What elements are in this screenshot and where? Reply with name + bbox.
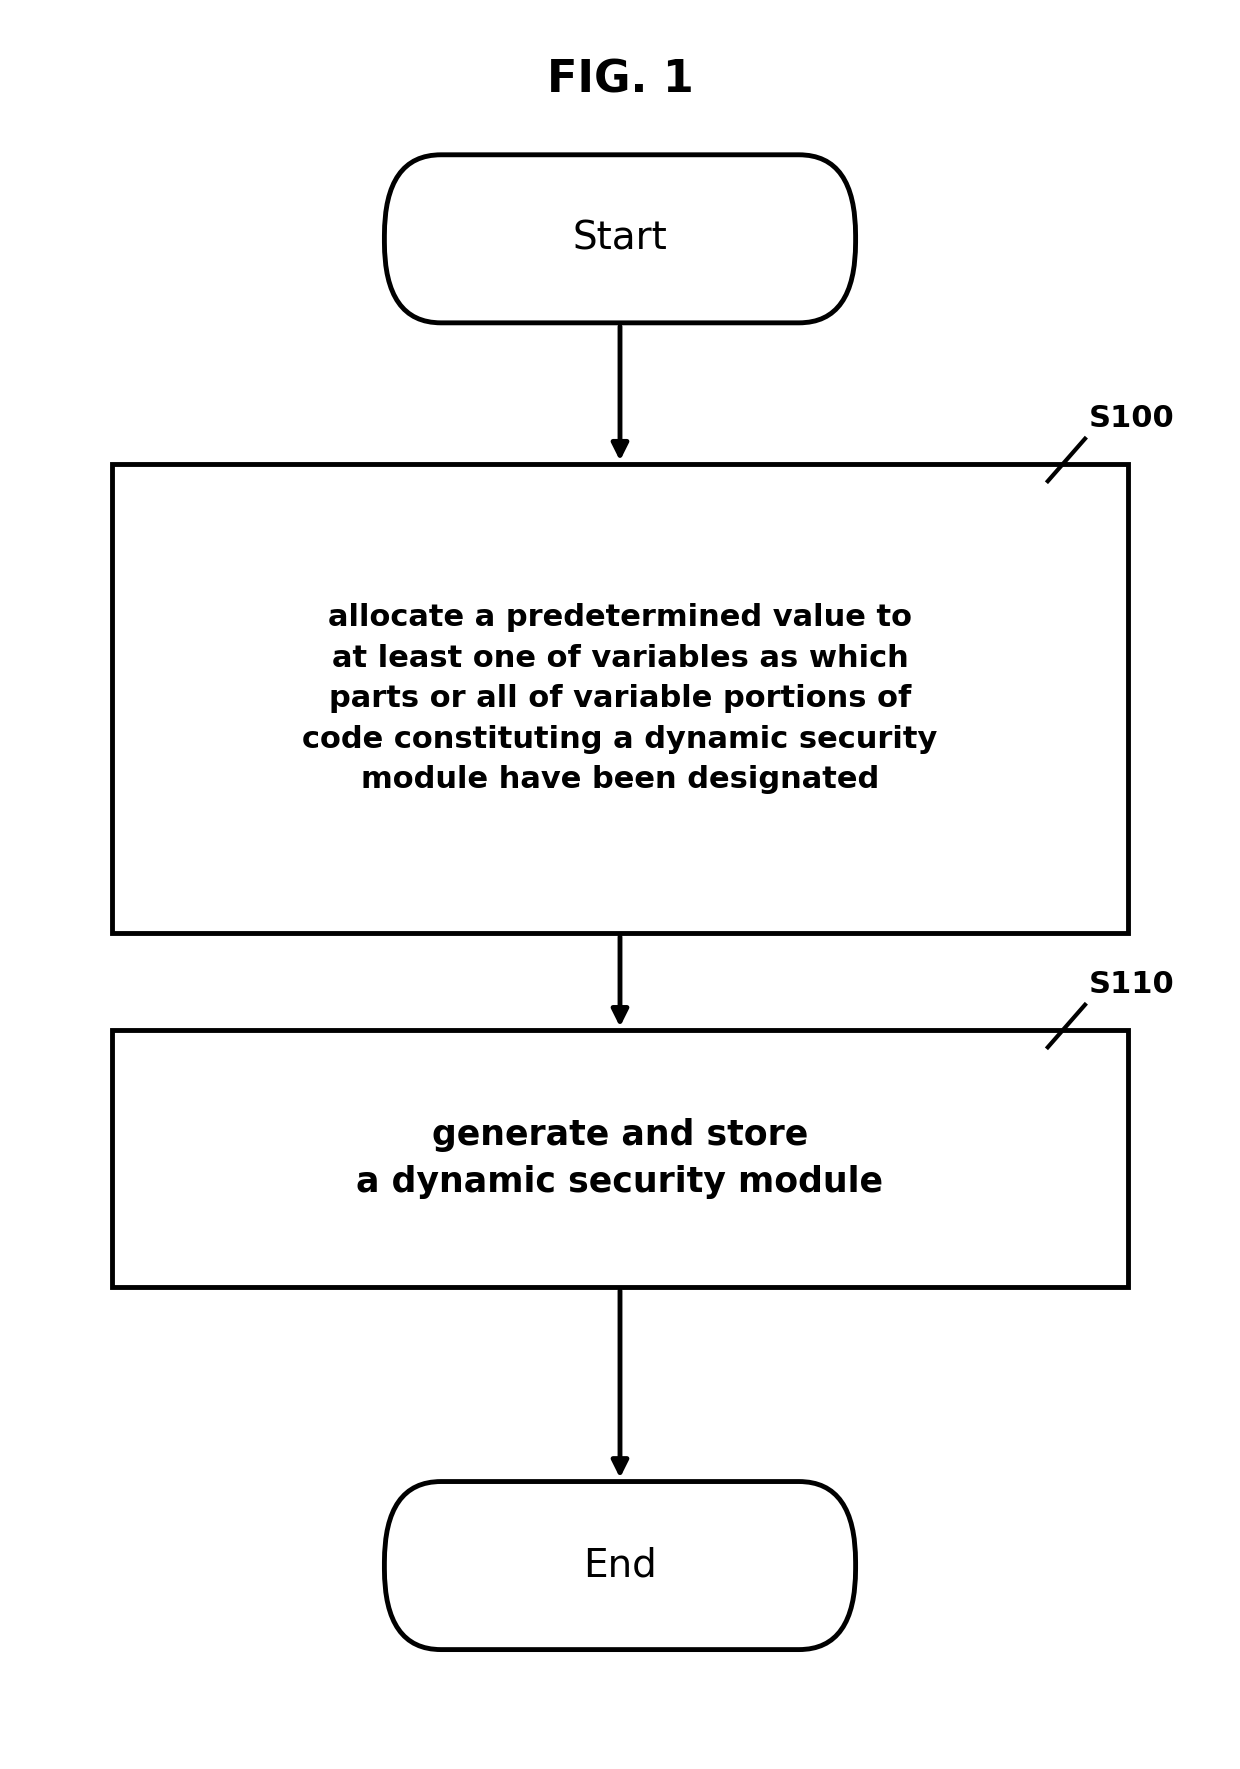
Text: End: End bbox=[583, 1546, 657, 1585]
FancyBboxPatch shape bbox=[384, 156, 856, 322]
Text: FIG. 1: FIG. 1 bbox=[547, 58, 693, 101]
Text: S100: S100 bbox=[1089, 405, 1174, 433]
Bar bbox=[112, 465, 1128, 934]
Text: S110: S110 bbox=[1089, 971, 1174, 999]
Text: generate and store
a dynamic security module: generate and store a dynamic security mo… bbox=[357, 1118, 883, 1199]
FancyBboxPatch shape bbox=[384, 1482, 856, 1649]
Text: Start: Start bbox=[573, 219, 667, 258]
Bar bbox=[112, 1030, 1128, 1288]
Text: allocate a predetermined value to
at least one of variables as which
parts or al: allocate a predetermined value to at lea… bbox=[303, 603, 937, 794]
